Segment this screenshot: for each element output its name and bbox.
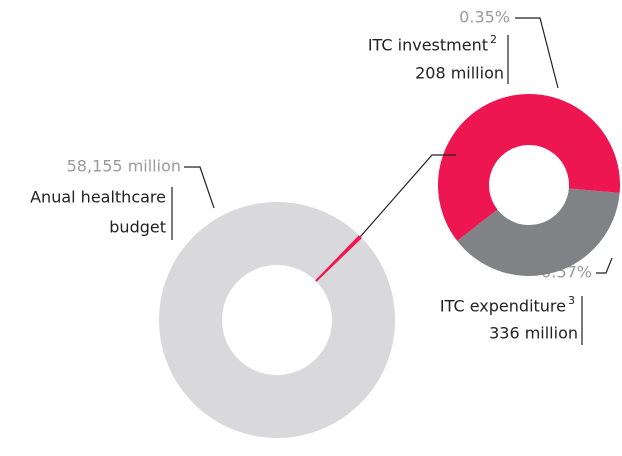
leader-line: [596, 257, 613, 274]
investment-label: ITC investment: [368, 36, 488, 55]
expenditure-label: ITC expenditure: [440, 297, 566, 316]
leader-line: [184, 166, 215, 209]
footnote: 3: [568, 294, 575, 307]
budget-label: budget: [109, 218, 166, 237]
footnote: 2: [490, 33, 497, 46]
budget-value: 58,155 million: [67, 157, 181, 176]
budget-label: Anual healthcare: [30, 188, 166, 207]
leader-line: [515, 17, 559, 89]
investment-value: 208 million: [415, 64, 504, 83]
investment-percent: 0.35%: [459, 8, 510, 27]
expenditure-value: 336 million: [489, 324, 578, 343]
investment-slice: [438, 94, 621, 241]
expenditure-slice: [315, 235, 362, 282]
leader-line: [359, 154, 456, 237]
expenditure-rest: [457, 188, 620, 277]
budget-slice: [158, 201, 395, 438]
